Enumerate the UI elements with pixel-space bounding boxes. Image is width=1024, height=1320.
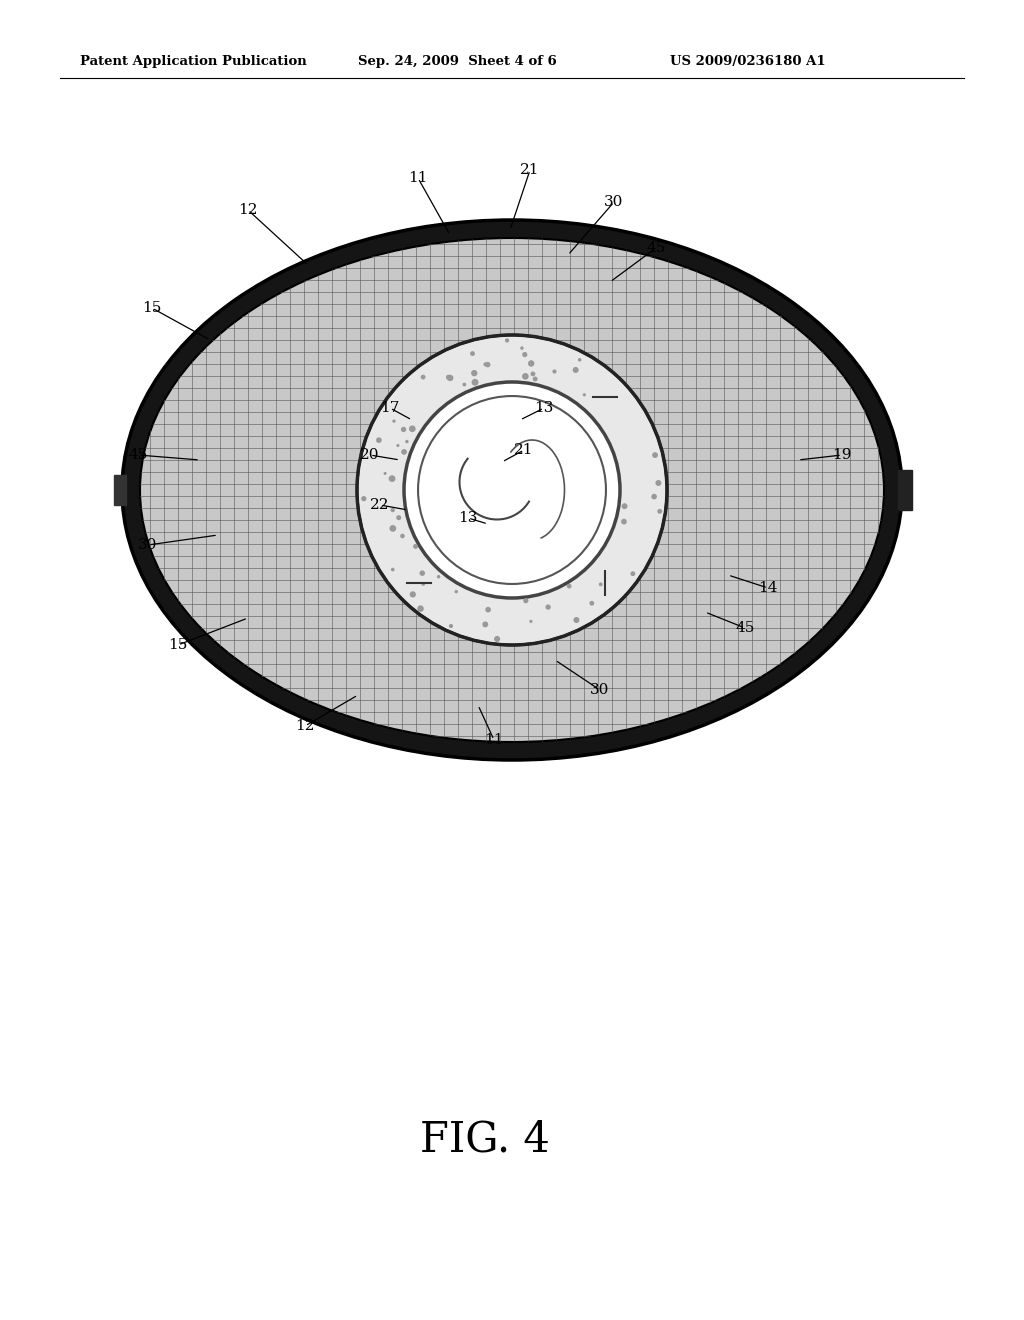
Text: 45: 45: [128, 447, 147, 462]
Circle shape: [483, 362, 487, 367]
Circle shape: [529, 620, 532, 623]
Polygon shape: [114, 475, 126, 506]
Circle shape: [389, 525, 396, 532]
Circle shape: [590, 601, 594, 606]
Text: 17: 17: [380, 401, 399, 414]
Circle shape: [572, 367, 579, 374]
Text: 30: 30: [138, 539, 158, 552]
Circle shape: [449, 624, 453, 628]
Circle shape: [463, 383, 466, 387]
Circle shape: [505, 338, 509, 343]
Circle shape: [421, 582, 425, 586]
Circle shape: [404, 381, 620, 598]
Circle shape: [522, 374, 528, 380]
Text: 30: 30: [604, 195, 624, 209]
Text: 11: 11: [409, 172, 428, 185]
Circle shape: [578, 358, 582, 362]
Text: 20: 20: [360, 447, 380, 462]
Text: 15: 15: [142, 301, 162, 315]
Circle shape: [406, 440, 409, 444]
Circle shape: [447, 375, 454, 381]
Circle shape: [410, 591, 416, 598]
Text: 13: 13: [459, 511, 477, 525]
Text: 22: 22: [371, 498, 390, 512]
Circle shape: [657, 508, 663, 513]
Text: 45: 45: [646, 242, 666, 255]
Circle shape: [532, 376, 538, 381]
Polygon shape: [898, 470, 912, 510]
Circle shape: [420, 570, 425, 576]
Circle shape: [622, 503, 628, 510]
Text: 45: 45: [735, 620, 755, 635]
Text: 12: 12: [239, 203, 258, 216]
Circle shape: [445, 375, 452, 380]
Text: 11: 11: [484, 733, 504, 747]
Circle shape: [418, 396, 606, 583]
Circle shape: [652, 453, 658, 458]
Circle shape: [376, 437, 382, 444]
Circle shape: [631, 572, 635, 576]
Circle shape: [552, 370, 556, 374]
Circle shape: [389, 475, 395, 482]
Text: 13: 13: [535, 401, 554, 414]
Circle shape: [409, 425, 416, 432]
Circle shape: [583, 393, 586, 396]
Circle shape: [455, 590, 458, 594]
Circle shape: [421, 375, 426, 379]
Circle shape: [413, 544, 418, 549]
Circle shape: [417, 606, 424, 612]
Circle shape: [396, 515, 401, 520]
Circle shape: [472, 379, 478, 385]
Circle shape: [485, 362, 490, 367]
Circle shape: [401, 449, 407, 454]
Text: 12: 12: [295, 719, 314, 733]
Ellipse shape: [140, 238, 884, 742]
Circle shape: [485, 607, 490, 612]
Text: 21: 21: [520, 162, 540, 177]
Text: US 2009/0236180 A1: US 2009/0236180 A1: [670, 55, 825, 69]
Circle shape: [482, 622, 488, 627]
Circle shape: [400, 533, 404, 539]
Text: 15: 15: [168, 638, 187, 652]
Circle shape: [523, 598, 528, 603]
Circle shape: [391, 568, 394, 572]
Text: 14: 14: [758, 581, 778, 595]
Circle shape: [530, 371, 536, 376]
Circle shape: [471, 370, 477, 376]
Circle shape: [655, 480, 662, 486]
Circle shape: [573, 616, 580, 623]
Text: FIG. 4: FIG. 4: [420, 1119, 550, 1162]
Text: Sep. 24, 2009  Sheet 4 of 6: Sep. 24, 2009 Sheet 4 of 6: [358, 55, 557, 69]
Circle shape: [470, 351, 475, 356]
Circle shape: [567, 583, 571, 589]
Circle shape: [396, 444, 399, 447]
Text: 19: 19: [833, 447, 852, 462]
Circle shape: [522, 352, 527, 358]
Circle shape: [400, 426, 407, 432]
Circle shape: [622, 519, 627, 524]
Circle shape: [392, 420, 395, 422]
Circle shape: [599, 582, 603, 586]
Circle shape: [390, 508, 395, 512]
Ellipse shape: [122, 220, 902, 760]
Circle shape: [651, 494, 657, 499]
Circle shape: [437, 576, 440, 578]
Text: Patent Application Publication: Patent Application Publication: [80, 55, 307, 69]
Circle shape: [528, 360, 535, 367]
Circle shape: [520, 346, 523, 350]
Circle shape: [546, 605, 551, 610]
Circle shape: [361, 496, 367, 502]
Text: 21: 21: [514, 444, 534, 457]
Circle shape: [384, 471, 387, 475]
Circle shape: [494, 636, 500, 642]
Text: 30: 30: [590, 682, 609, 697]
Circle shape: [357, 335, 667, 645]
